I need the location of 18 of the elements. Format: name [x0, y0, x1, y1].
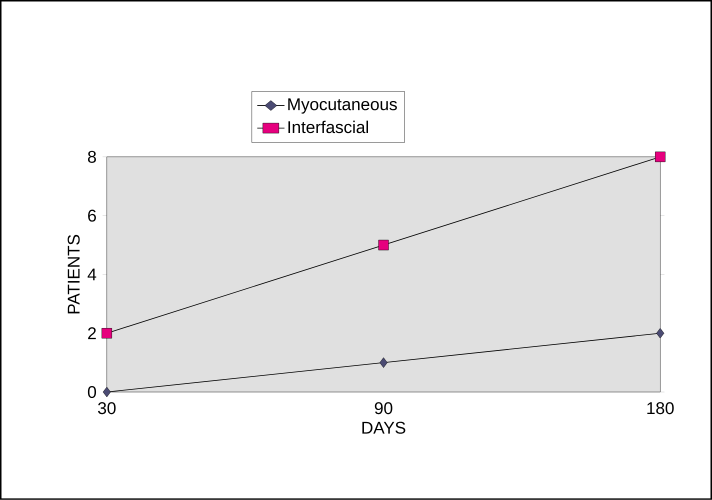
x-tick-label: 90: [374, 402, 392, 414]
y-tick-label: 4: [88, 268, 96, 280]
point: [656, 328, 664, 339]
y-axis-title: PATIENTS: [68, 234, 80, 314]
point: [655, 152, 666, 162]
y-tick-label: 6: [88, 210, 96, 222]
y-tick-label: 2: [88, 327, 96, 340]
x-axis-title: DAYS: [362, 422, 406, 434]
point: [102, 386, 111, 398]
point: [378, 240, 389, 250]
y-tick-label: 0: [88, 386, 96, 398]
legend-label: Myocutaneous: [288, 98, 397, 114]
x-tick-label: 180: [647, 402, 674, 414]
y-tick-label: 8: [88, 150, 96, 163]
point: [102, 328, 112, 339]
point: [380, 357, 388, 368]
x-tick-label: 30: [98, 402, 116, 414]
legend-label: Interfascial: [288, 120, 368, 134]
